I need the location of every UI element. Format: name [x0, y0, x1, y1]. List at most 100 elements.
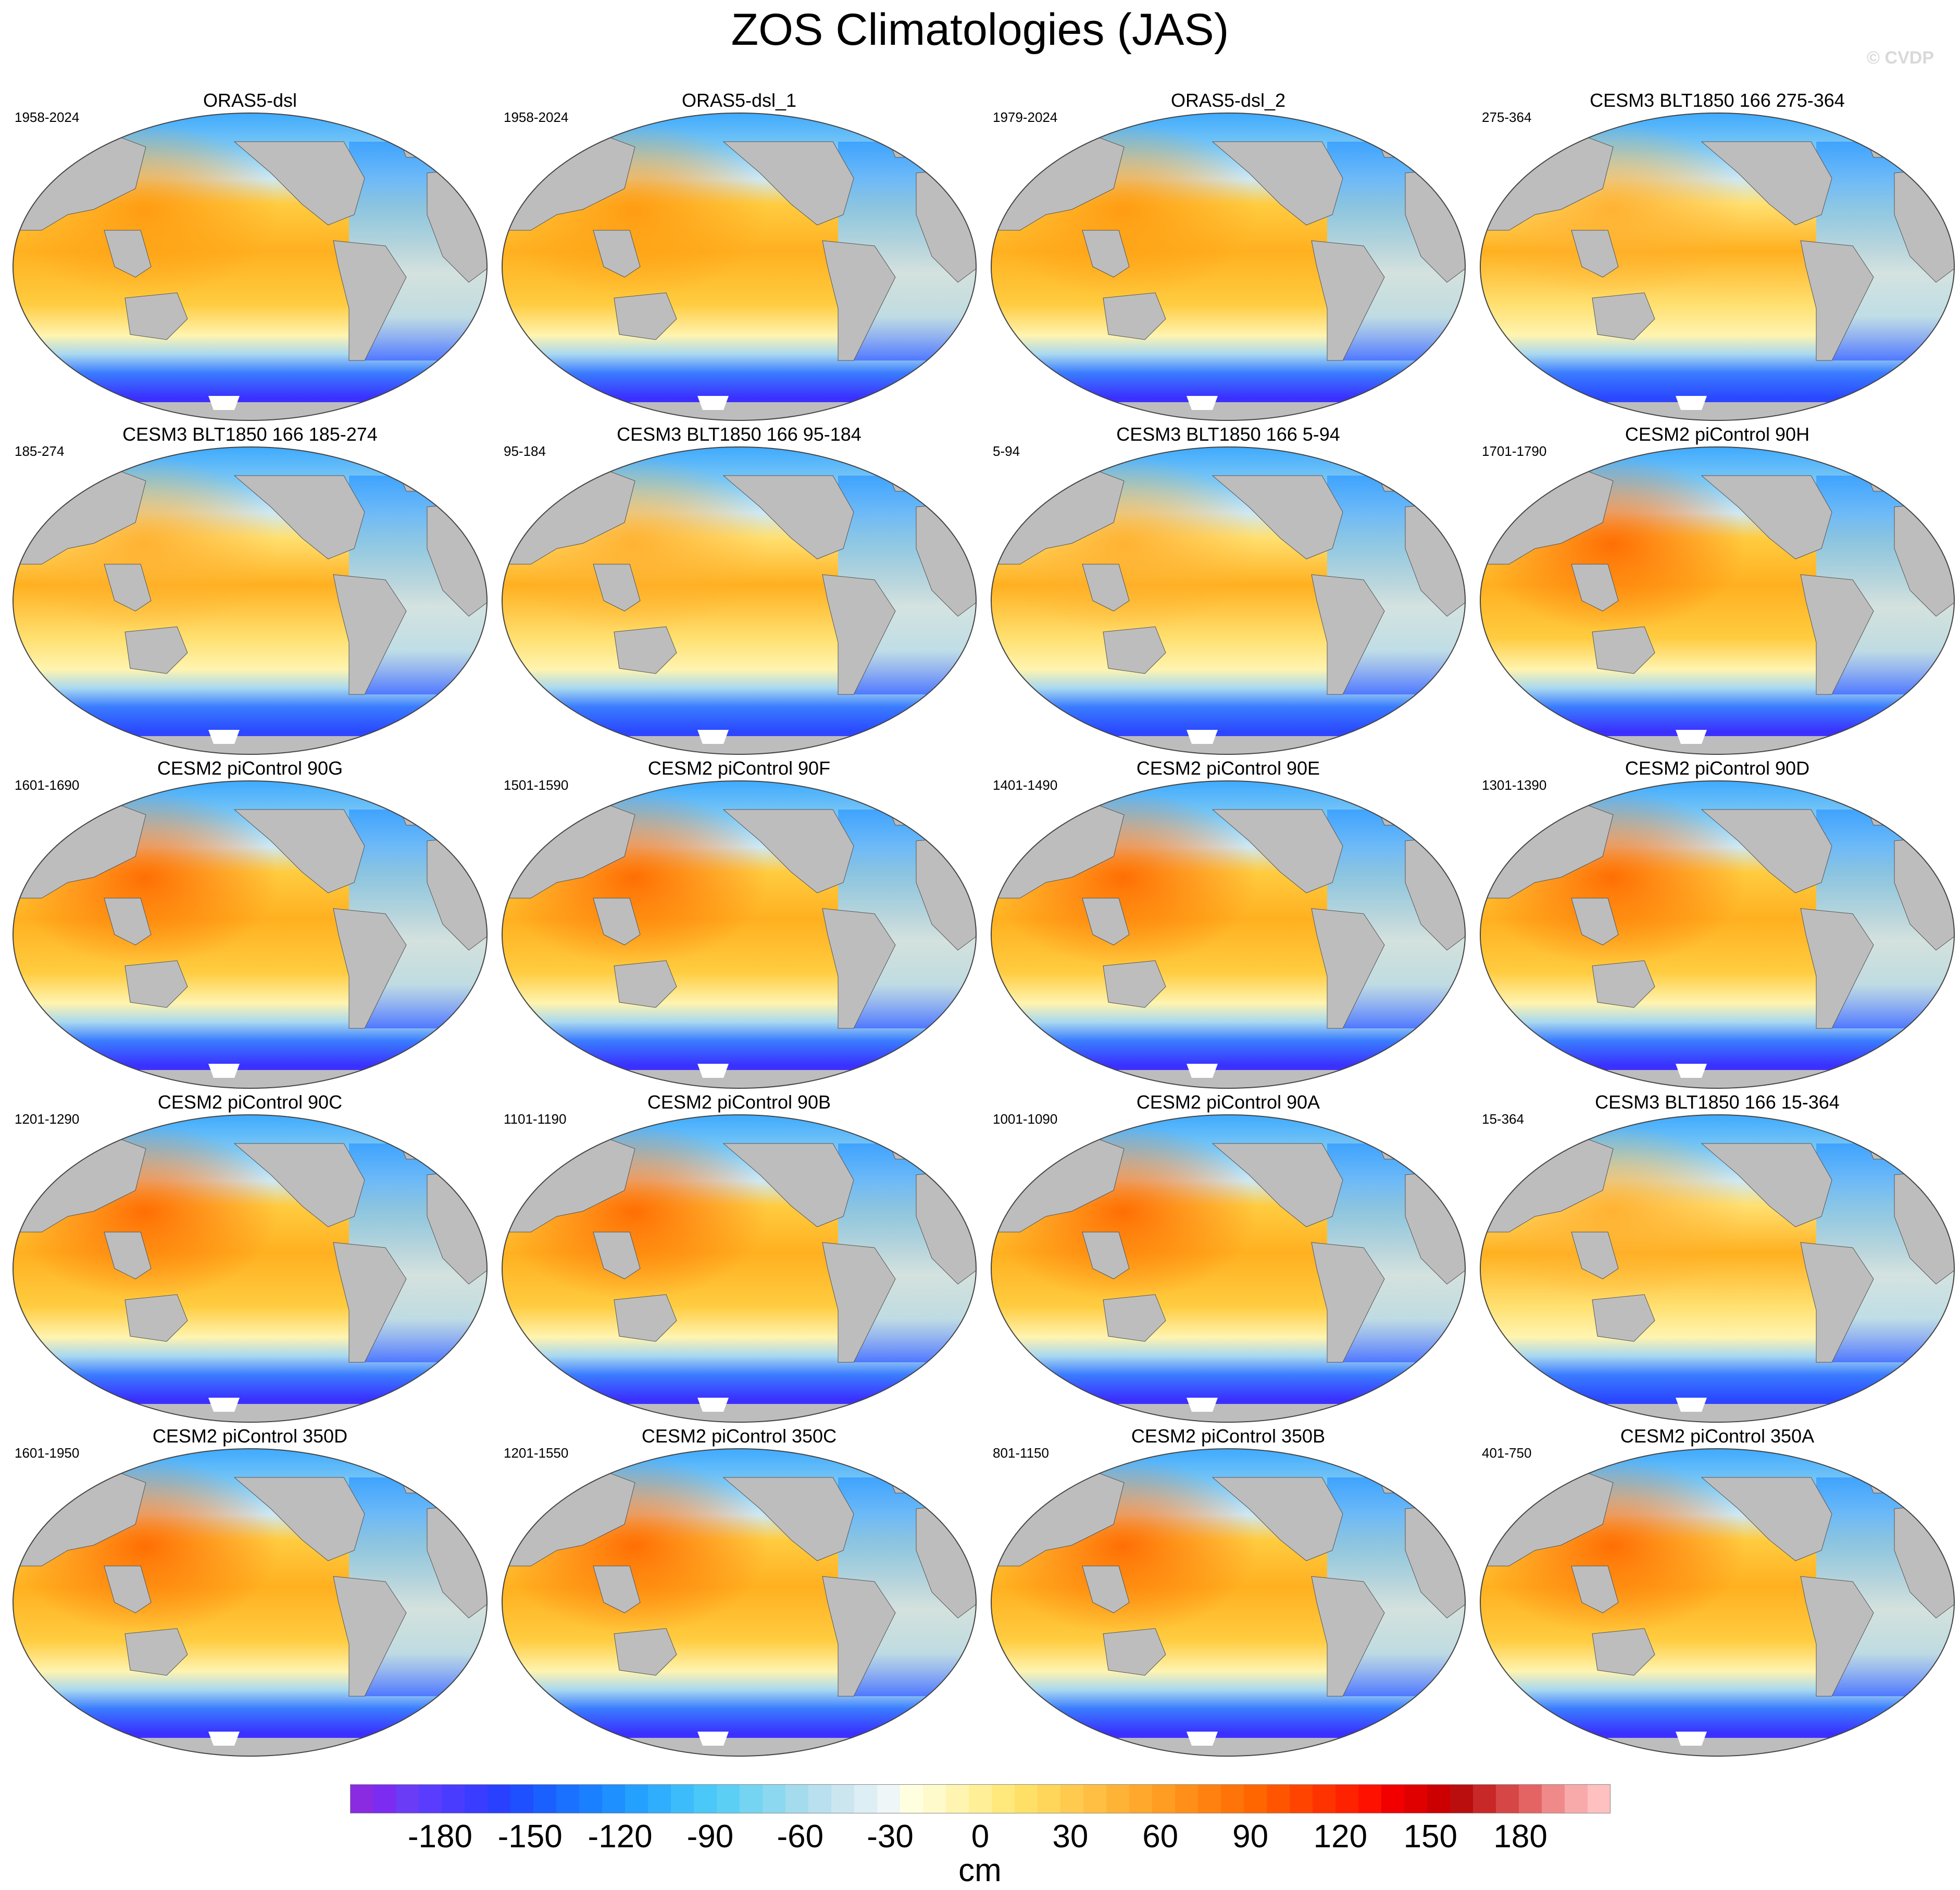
- panel-title: CESM2 piControl 90G: [157, 757, 343, 779]
- panel-title: ORAS5-dsl_2: [1170, 90, 1286, 111]
- colorbar-swatch: [556, 1784, 580, 1813]
- colorbar-swatch: [992, 1784, 1015, 1813]
- panel-years: 95-184: [504, 443, 546, 459]
- map-panel: CESM2 piControl 350C 1201-1550: [494, 1425, 984, 1759]
- map-plot: [13, 1448, 488, 1757]
- map-plot: [502, 113, 977, 421]
- map-panel: CESM3 BLT1850 166 5-94 5-94: [983, 424, 1473, 757]
- colorbar-swatch: [1244, 1784, 1267, 1813]
- map-plot: [1480, 1448, 1955, 1757]
- colorbar-swatch: [350, 1784, 373, 1813]
- panel-title: CESM2 piControl 350D: [152, 1425, 348, 1447]
- panel-years: 1701-1790: [1482, 443, 1547, 459]
- panel-years: 1501-1590: [504, 777, 569, 793]
- panel-title: CESM3 BLT1850 166 185-274: [122, 424, 378, 445]
- map-panel: CESM2 piControl 90D 1301-1390: [1472, 757, 1960, 1091]
- map-plot: [1480, 113, 1955, 421]
- panel-title: CESM3 BLT1850 166 275-364: [1590, 90, 1845, 111]
- map-panel: ORAS5-dsl_2 1979-2024: [983, 90, 1473, 423]
- map-panel: ORAS5-dsl 1958-2024: [5, 90, 495, 423]
- map-panel: CESM2 piControl 350B 801-1150: [983, 1425, 1473, 1759]
- colorbar-swatch: [831, 1784, 855, 1813]
- colorbar-tick-label: 0: [971, 1819, 990, 1855]
- panel-title: CESM2 piControl 350B: [1131, 1425, 1326, 1447]
- colorbar-swatch: [1335, 1784, 1359, 1813]
- colorbar-tick-label: 60: [1142, 1819, 1179, 1855]
- colorbar-swatch: [1496, 1784, 1519, 1813]
- colorbar-swatch: [579, 1784, 603, 1813]
- map-panel: CESM2 piControl 90G 1601-1690: [5, 757, 495, 1091]
- panel-title: ORAS5-dsl: [203, 90, 297, 111]
- panel-years: 1958-2024: [15, 109, 80, 125]
- map-plot: [13, 113, 488, 421]
- map-plot: [13, 780, 488, 1089]
- panel-years: 401-750: [1482, 1445, 1532, 1461]
- panel-years: 1401-1490: [993, 777, 1058, 793]
- map-plot: [991, 113, 1466, 421]
- panel-years: 1201-1550: [504, 1445, 569, 1461]
- colorbar-swatch: [923, 1784, 946, 1813]
- map-panel: CESM3 BLT1850 166 185-274 185-274: [5, 424, 495, 757]
- colorbar-swatch: [671, 1784, 694, 1813]
- map-plot: [502, 780, 977, 1089]
- colorbar-tick-labels: -180 -150 -120 -90 -60 -30 0 30 60 90 120 150 180: [0, 1818, 1960, 1860]
- colorbar-swatch: [877, 1784, 901, 1813]
- colorbar-swatch: [1129, 1784, 1153, 1813]
- colorbar-swatch: [465, 1784, 488, 1813]
- colorbar-swatch: [740, 1784, 763, 1813]
- colorbar-swatch: [1565, 1784, 1588, 1813]
- colorbar-swatch: [1106, 1784, 1130, 1813]
- colorbar-swatch: [373, 1784, 396, 1813]
- colorbar-tick-label: -180: [407, 1819, 472, 1855]
- colorbar-swatch: [1175, 1784, 1199, 1813]
- map-plot: [13, 446, 488, 755]
- colorbar-swatch: [1038, 1784, 1061, 1813]
- colorbar-swatch: [717, 1784, 740, 1813]
- panel-title: CESM3 BLT1850 166 5-94: [1116, 424, 1340, 445]
- map-plot: [1480, 1114, 1955, 1423]
- colorbar-swatch: [763, 1784, 786, 1813]
- map-panel: CESM3 BLT1850 166 15-364 15-364: [1472, 1091, 1960, 1425]
- panel-years: 5-94: [993, 443, 1020, 459]
- map-panel: CESM2 piControl 90A 1001-1090: [983, 1091, 1473, 1425]
- panel-years: 15-364: [1482, 1111, 1524, 1127]
- colorbar-swatch: [946, 1784, 969, 1813]
- colorbar-swatch: [1404, 1784, 1428, 1813]
- panel-years: 1101-1190: [504, 1111, 567, 1127]
- map-plot: [13, 1114, 488, 1423]
- colorbar-swatch: [1083, 1784, 1107, 1813]
- colorbar-swatch: [1313, 1784, 1336, 1813]
- colorbar-swatch: [785, 1784, 809, 1813]
- colorbar-swatch: [510, 1784, 534, 1813]
- map-plot: [502, 1448, 977, 1757]
- map-plot: [991, 446, 1466, 755]
- colorbar-swatch: [442, 1784, 465, 1813]
- panel-years: 185-274: [15, 443, 65, 459]
- colorbar-tick-label: 180: [1493, 1819, 1547, 1855]
- colorbar-swatch: [1381, 1784, 1405, 1813]
- colorbar-swatch: [1267, 1784, 1290, 1813]
- colorbar-swatch: [854, 1784, 878, 1813]
- panel-title: CESM2 piControl 90A: [1136, 1091, 1320, 1113]
- colorbar-swatch: [1519, 1784, 1542, 1813]
- map-panel: CESM3 BLT1850 166 275-364 275-364: [1472, 90, 1960, 423]
- colorbar-swatch: [602, 1784, 626, 1813]
- map-panel: CESM2 piControl 350A 401-750: [1472, 1425, 1960, 1759]
- map-plot: [991, 1114, 1466, 1423]
- map-panel: CESM2 piControl 90E 1401-1490: [983, 757, 1473, 1091]
- figure-title: ZOS Climatologies (JAS): [731, 5, 1229, 55]
- panel-title: CESM3 BLT1850 166 95-184: [617, 424, 862, 445]
- map-panel: CESM3 BLT1850 166 95-184 95-184: [494, 424, 984, 757]
- colorbar-tick-label: 30: [1052, 1819, 1089, 1855]
- panel-title: CESM2 piControl 90C: [157, 1091, 343, 1113]
- panel-title: CESM2 piControl 90H: [1625, 424, 1810, 445]
- panel-years: 1301-1390: [1482, 777, 1547, 793]
- map-plot: [991, 780, 1466, 1089]
- colorbar-border: [350, 1784, 1611, 1813]
- panel-title: ORAS5-dsl_1: [681, 90, 797, 111]
- colorbar-swatch: [1015, 1784, 1038, 1813]
- map-plot: [502, 1114, 977, 1423]
- watermark: © CVDP: [1867, 48, 1934, 68]
- colorbar-tick-label: -120: [588, 1819, 653, 1855]
